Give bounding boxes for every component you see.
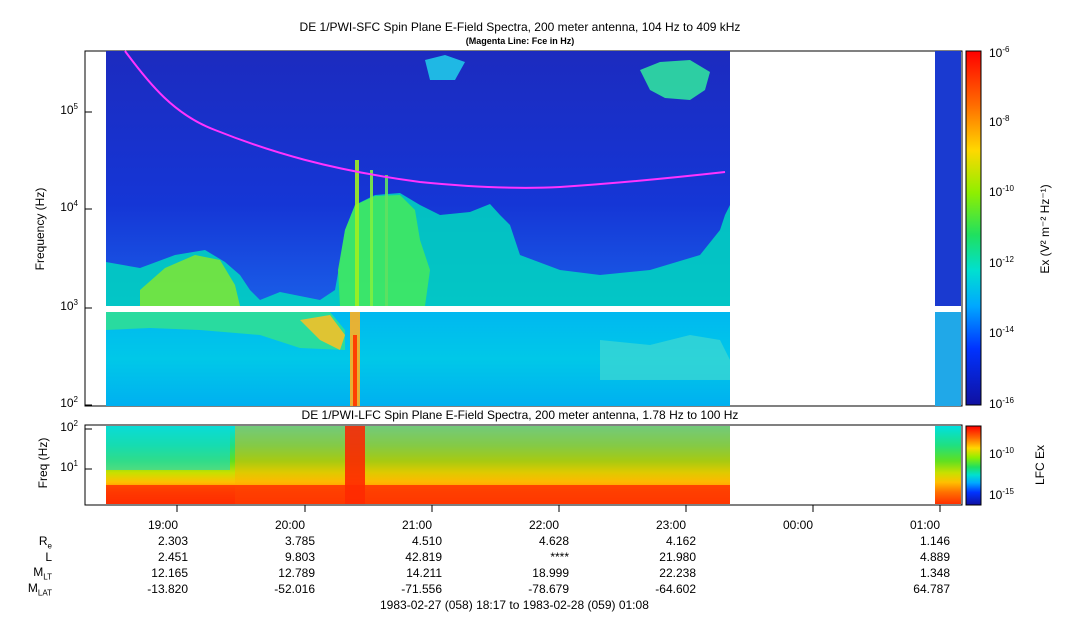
xtick-label: 01:00 [909, 518, 941, 532]
sfc-lowband-orange [300, 315, 345, 350]
fce-line [124, 50, 726, 189]
lfc-ytick: 102 [60, 419, 78, 434]
sfc-ytick: 104 [60, 199, 78, 214]
sfc-streak [370, 170, 373, 306]
ephem-value: -78.679 [528, 582, 569, 596]
sfc-emission-lowleft [140, 255, 240, 306]
time-range: 1983-02-27 (058) 18:17 to 1983-02-28 (05… [380, 598, 649, 612]
ephem-value: 12.789 [278, 566, 315, 580]
sfc-upper-band-end [935, 51, 961, 306]
sfc-emission-upper-right [640, 60, 710, 100]
xtick-label: 20:00 [274, 518, 306, 532]
ephem-value: 1.348 [919, 566, 950, 580]
ephem-value: 4.162 [665, 534, 696, 548]
sfc-ytick: 102 [60, 395, 78, 410]
sfc-cbar-tick: 10-8 [989, 114, 1010, 129]
ephem-value: -64.602 [655, 582, 696, 596]
ephem-value: 2.451 [157, 550, 188, 564]
ephem-label-mlat: MLAT [27, 581, 52, 598]
sfc-cbar-tick: 10-10 [989, 184, 1014, 199]
ephem-value: 14.211 [406, 566, 442, 580]
ephem-label-mlt: MLT [33, 565, 52, 582]
sfc-lowband-spike-core [353, 335, 357, 406]
sfc-band-gap [935, 306, 961, 312]
sfc-ytick: 105 [60, 102, 78, 117]
xtick-label: 23:00 [655, 518, 687, 532]
ephem-value: 22.238 [659, 566, 696, 580]
sfc-streak [355, 160, 359, 306]
xtick-label: 22:00 [528, 518, 560, 532]
lfc-cbar-label: LFC Ex [1033, 445, 1047, 486]
ephem-value: 42.819 [405, 550, 442, 564]
sfc-subtitle: (Magenta Line: Fce in Hz) [465, 36, 575, 46]
ephem-value: 9.803 [284, 550, 315, 564]
sfc-lowband-emission [106, 312, 345, 350]
ephem-value: 4.510 [411, 534, 442, 548]
ephem-value: 4.889 [919, 550, 950, 564]
sfc-title: DE 1/PWI-SFC Spin Plane E-Field Spectra,… [299, 20, 741, 34]
ephem-value: 1.146 [919, 534, 950, 548]
ephem-value: 21.980 [659, 550, 696, 564]
sfc-lower-band-end [935, 312, 961, 406]
lfc-title: DE 1/PWI-LFC Spin Plane E-Field Spectra,… [301, 408, 739, 422]
xtick-label: 21:00 [401, 518, 433, 532]
ephem-value: **** [550, 550, 569, 564]
ephem-value: 64.787 [913, 582, 950, 596]
ephem-value: 2.303 [157, 534, 188, 548]
xtick-label: 19:00 [147, 518, 179, 532]
lfc-quiet-region [106, 426, 230, 470]
sfc-lowband-right [600, 335, 730, 380]
sfc-streak [385, 175, 388, 306]
sfc-cbar-label: Ex (V² m⁻² Hz⁻¹) [1038, 184, 1052, 274]
lfc-ytick: 101 [60, 459, 78, 474]
ephem-value: -71.556 [401, 582, 442, 596]
sfc-colorbar [965, 50, 982, 406]
sfc-cbar-tick: 10-12 [989, 255, 1014, 270]
lfc-spike [345, 426, 365, 504]
ephem-value: 18.999 [532, 566, 569, 580]
lfc-cbar-tick: 10-10 [989, 446, 1014, 461]
lfc-cbar-tick: 10-15 [989, 487, 1014, 502]
ephem-value: 4.628 [538, 534, 569, 548]
sfc-band-gap [106, 306, 730, 312]
ephem-label-l: L [45, 550, 52, 564]
ephem-value: -13.820 [147, 582, 188, 596]
sfc-ylabel: Frequency (Hz) [33, 187, 47, 271]
sfc-cbar-tick: 10-6 [989, 45, 1010, 60]
sfc-emission-blob [425, 55, 465, 80]
sfc-emission-core [338, 195, 430, 306]
lfc-data-band-end [935, 426, 961, 504]
ephem-value: 3.785 [284, 534, 315, 548]
ephem-value: -52.016 [274, 582, 315, 596]
sfc-ytick: 103 [60, 298, 78, 313]
ephem-value: 12.165 [151, 566, 188, 580]
xtick-label: 00:00 [782, 518, 814, 532]
lfc-colorbar [965, 425, 982, 506]
sfc-cbar-tick: 10-16 [989, 396, 1014, 411]
lfc-low-red [106, 485, 730, 504]
sfc-cbar-tick: 10-14 [989, 325, 1014, 340]
ephem-label-re: Re [38, 534, 52, 551]
